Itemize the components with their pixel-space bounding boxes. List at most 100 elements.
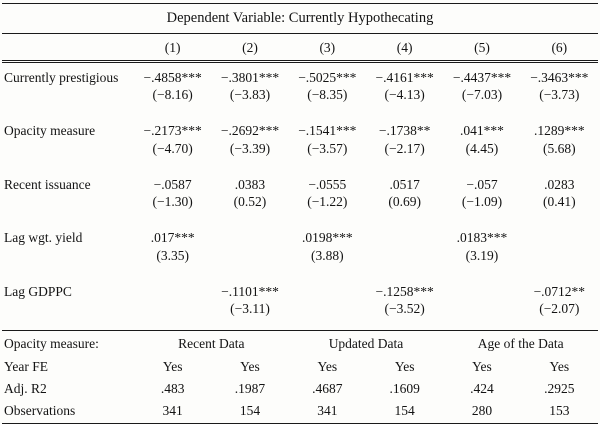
tstat-cell: (−3.39) xyxy=(229,140,271,156)
empty-label xyxy=(2,247,134,277)
stat-cell: Yes xyxy=(472,358,492,374)
coef-cell: −.1738** xyxy=(378,123,431,139)
stat-cell: Yes xyxy=(240,358,260,374)
coef-cell: −.0555 xyxy=(308,176,347,192)
coef-cell: −.2173*** xyxy=(143,123,202,139)
tstat-cell: (−2.17) xyxy=(384,140,425,156)
stat-cell: .483 xyxy=(160,381,185,396)
tstat-cell: (4.45) xyxy=(465,140,499,156)
table-head: Dependent Variable: Currently Hypothecat… xyxy=(2,3,598,63)
column-header-row: (1) (2) (3) (4) (5) (6) xyxy=(2,33,598,63)
stat-cell: .1987 xyxy=(234,381,266,396)
table-title: Dependent Variable: Currently Hypothecat… xyxy=(2,3,598,34)
tstat-cell: (−3.83) xyxy=(229,87,271,103)
stat-cell: .424 xyxy=(470,381,494,396)
coef-cell xyxy=(366,223,443,246)
empty-label xyxy=(2,86,134,116)
tstat-cell: (5.68) xyxy=(543,140,576,156)
opacity-group-row: Opacity measure: Recent Data Updated Data A… xyxy=(2,330,598,356)
coef-cell: .0183*** xyxy=(456,230,508,246)
tstat-cell: (−3.57) xyxy=(307,140,348,156)
tstat-cell xyxy=(521,247,598,277)
coef-cell xyxy=(134,277,211,300)
coef-cell: .0383 xyxy=(234,176,266,192)
tstat-cell: (−8.35) xyxy=(307,87,348,103)
coef-cell: −.5025*** xyxy=(298,69,357,85)
variable-label: Lag wgt. yield xyxy=(4,230,83,246)
regression-table: Dependent Variable: Currently Hypothecat… xyxy=(2,3,598,424)
stat-label: Year FE xyxy=(4,358,49,374)
tstat-row: (−1.30) (0.52) (−1.22) (0.69) (−1.09) (0.41) xyxy=(2,193,598,223)
tstat-cell: (−3.52) xyxy=(384,301,425,317)
coef-cell: −.1101*** xyxy=(221,283,279,299)
coef-row: Lag GDPPC −.1101*** −.1258*** −.0712** xyxy=(2,277,598,300)
tstat-cell: (0.69) xyxy=(388,194,421,210)
coef-cell: −.1258*** xyxy=(375,283,434,299)
title-row: Dependent Variable: Currently Hypothecat… xyxy=(2,3,598,34)
corner-cell xyxy=(2,33,134,63)
tstat-cell: (−1.30) xyxy=(152,194,193,210)
stat-cell: Yes xyxy=(549,358,570,374)
coefficient-rows: Currently prestigious −.4858*** −.3801*** −… xyxy=(2,61,598,331)
tstat-cell: (−4.70) xyxy=(152,140,193,156)
tstat-cell: (−8.16) xyxy=(152,87,193,103)
stat-row: Adj. R2 .483 .1987 .4687 .1609 .424 .2925 xyxy=(2,378,598,400)
stat-cell: Yes xyxy=(162,358,183,374)
variable-label: Opacity measure xyxy=(4,123,96,139)
stat-row: Observations 341 154 341 154 280 153 xyxy=(2,400,598,424)
tstat-cell: (−1.22) xyxy=(307,194,348,210)
stat-cell: 280 xyxy=(471,403,493,419)
coef-cell: −.4437*** xyxy=(452,69,512,85)
coef-cell xyxy=(443,277,520,300)
tstat-cell: (3.88) xyxy=(311,247,344,263)
stat-cell: .2925 xyxy=(544,381,575,396)
tstat-cell xyxy=(443,300,520,331)
empty-label xyxy=(2,193,134,223)
tstat-cell: (−7.03) xyxy=(461,87,503,103)
tstat-row: (−8.16) (−3.83) (−8.35) (−4.13) (−7.03) (−3.7… xyxy=(2,86,598,116)
coef-cell: −.0587 xyxy=(153,176,192,192)
coef-row: Lag wgt. yield .017*** .0198*** .0183*** xyxy=(2,223,598,246)
coef-cell: .017*** xyxy=(150,230,195,246)
coef-cell: .0198*** xyxy=(302,230,353,246)
tstat-cell: (−2.07) xyxy=(539,301,580,317)
column-header: (3) xyxy=(288,33,366,63)
coef-cell: .041*** xyxy=(460,123,504,139)
stat-row: Year FE Yes Yes Yes Yes Yes Yes xyxy=(2,356,598,378)
coef-cell: −.1541*** xyxy=(298,123,357,139)
variable-label: Lag GDPPC xyxy=(4,283,72,299)
tstat-cell xyxy=(134,300,211,331)
tstat-cell: (3.35) xyxy=(156,247,189,263)
coef-cell: −.0712** xyxy=(533,283,586,299)
summary-rows: Opacity measure: Recent Data Updated Data A… xyxy=(2,330,598,424)
tstat-cell: (−3.11) xyxy=(230,301,270,317)
tstat-cell: (3.19) xyxy=(465,247,499,263)
tstat-cell: (−3.73) xyxy=(539,87,580,103)
column-header: (6) xyxy=(520,33,598,63)
stat-cell: .1609 xyxy=(389,381,420,396)
variable-label: Currently prestigious xyxy=(4,69,119,85)
coef-cell: −.2692*** xyxy=(220,123,280,139)
coef-row: Recent issuance −.0587 .0383 −.0555 .0517 −.0… xyxy=(2,170,598,193)
opacity-group: Age of the Data xyxy=(443,330,598,356)
coef-cell xyxy=(211,223,288,246)
coef-cell: −.057 xyxy=(466,176,498,192)
tstat-cell xyxy=(211,247,288,277)
coef-cell xyxy=(521,223,598,246)
stat-cell: 341 xyxy=(317,403,338,419)
tstat-row: (3.35) (3.88) (3.19) xyxy=(2,247,598,277)
coef-row: Opacity measure −.2173*** −.2692*** −.1541*… xyxy=(2,116,598,139)
empty-label xyxy=(2,140,134,170)
stat-cell: Yes xyxy=(317,358,338,374)
coef-row: Currently prestigious −.4858*** −.3801*** −… xyxy=(2,61,598,86)
coef-cell: −.3801*** xyxy=(220,69,280,85)
column-header: (5) xyxy=(443,33,521,63)
coef-cell: −.4858*** xyxy=(143,69,202,85)
opacity-group: Recent Data xyxy=(134,330,289,356)
opacity-measure-label: Opacity measure: xyxy=(2,330,134,356)
tstat-cell: (−1.09) xyxy=(461,194,503,210)
tstat-cell: (0.52) xyxy=(233,194,267,210)
coef-cell xyxy=(289,277,366,300)
variable-label: Recent issuance xyxy=(4,176,91,192)
